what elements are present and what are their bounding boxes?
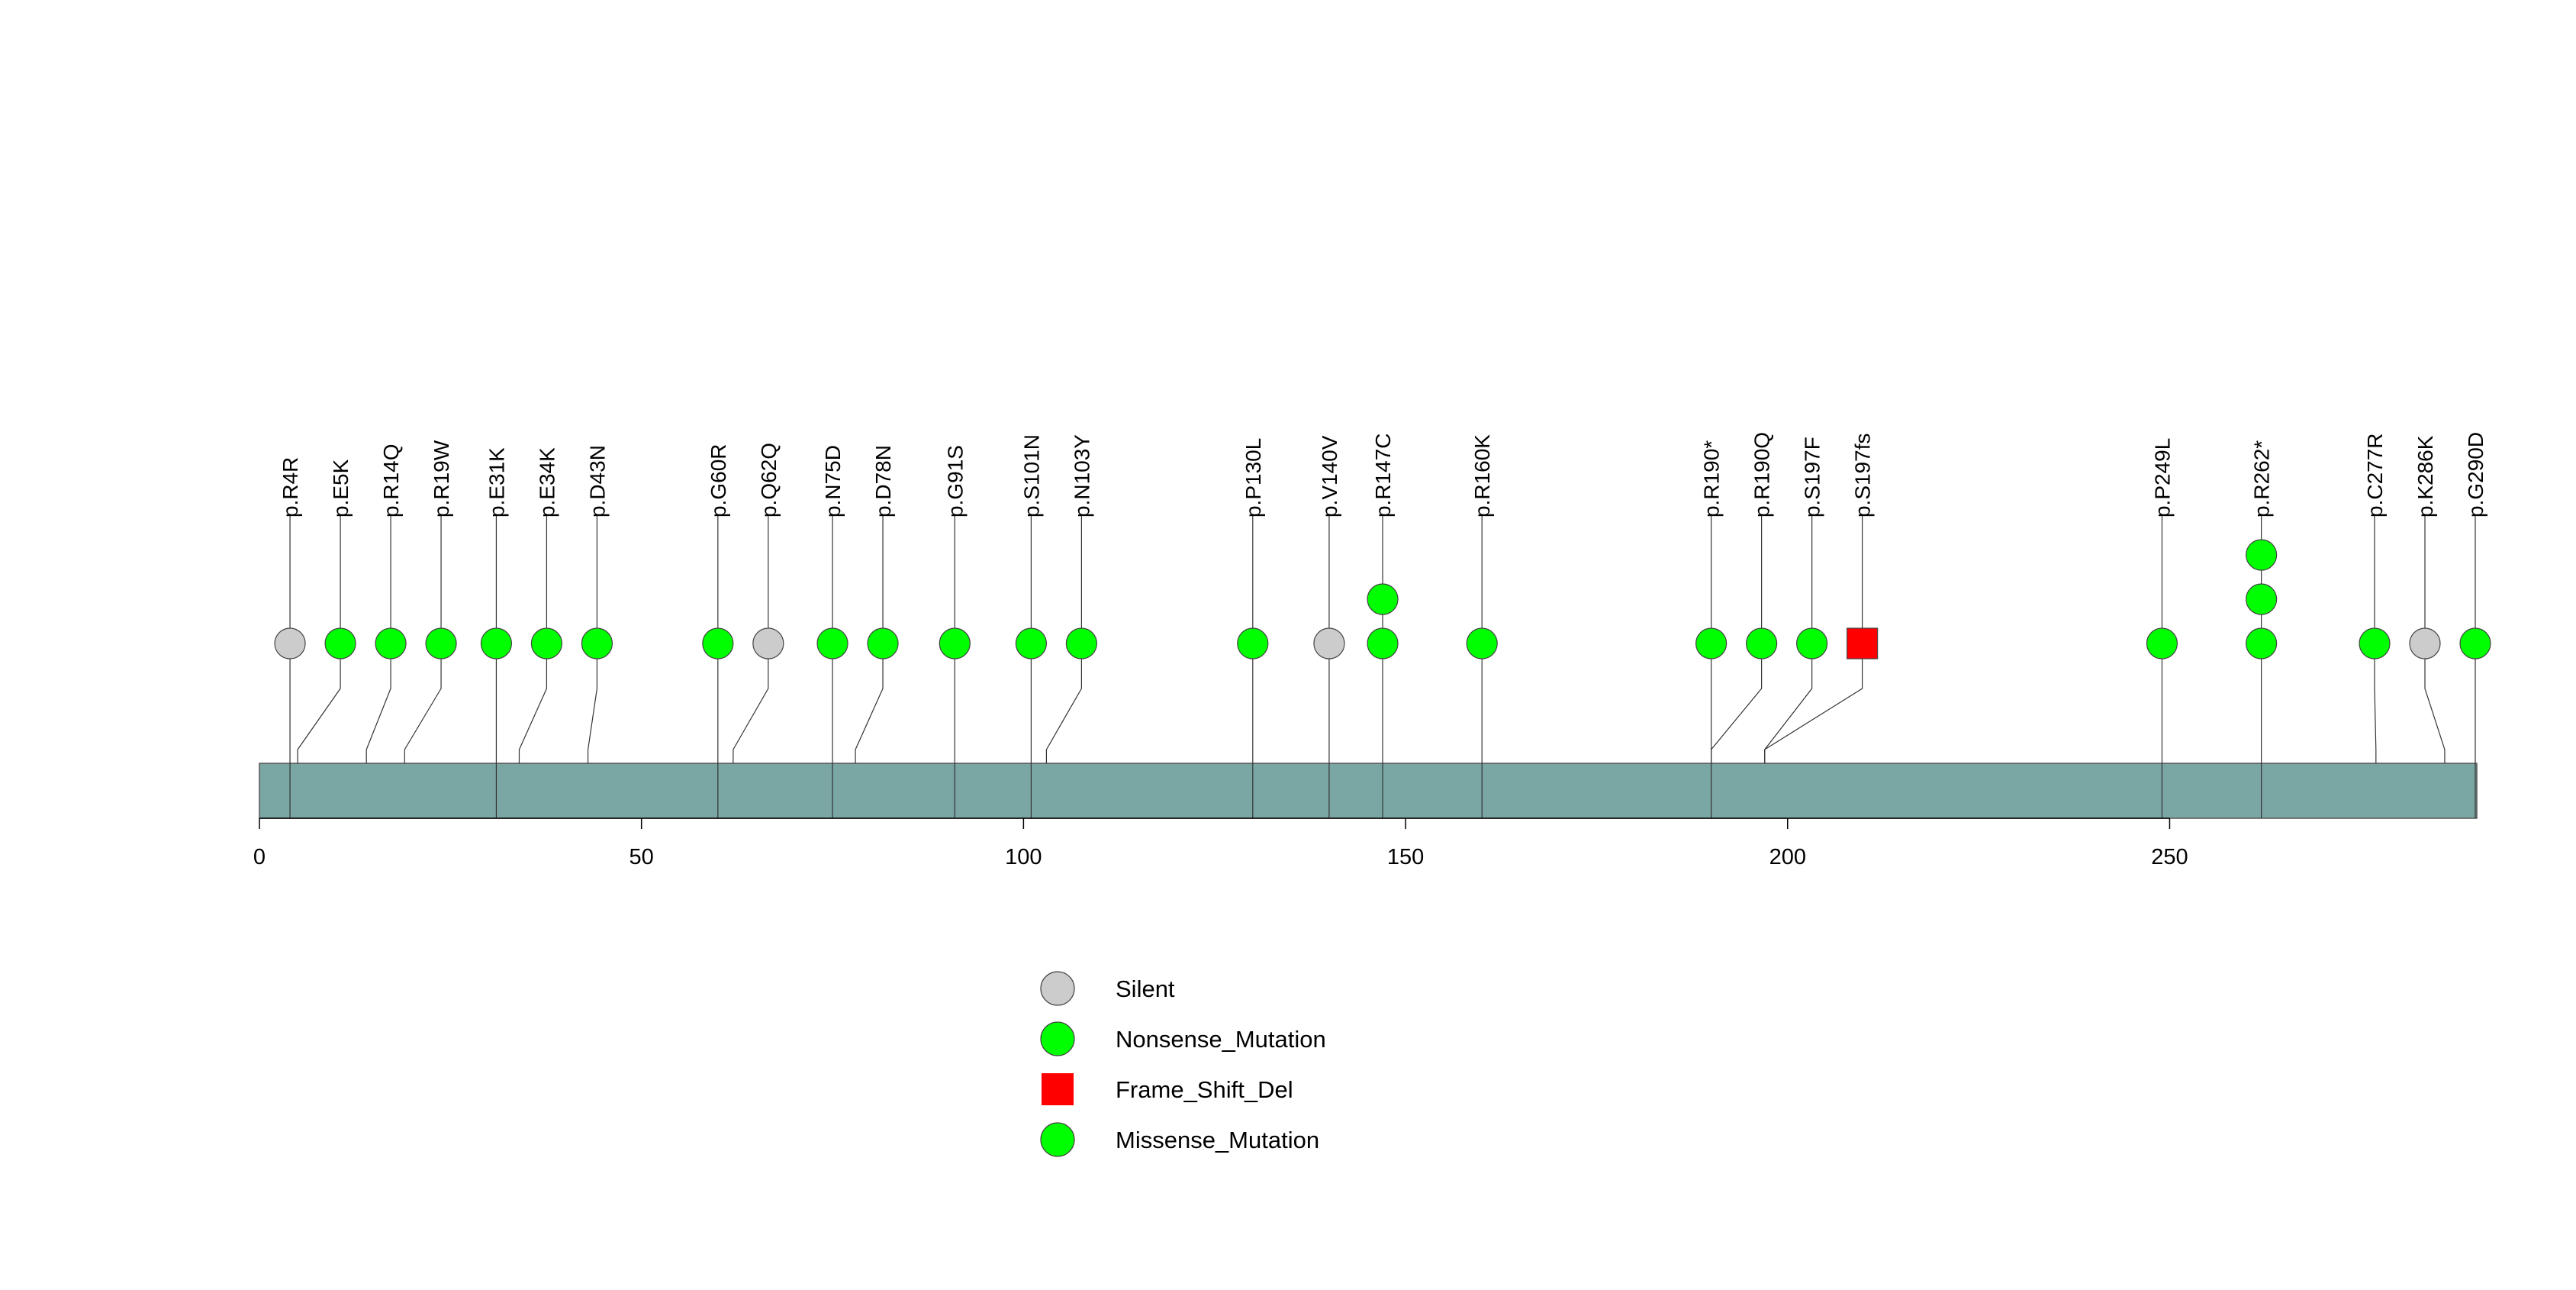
connector-line: [855, 643, 884, 763]
connector-line: [365, 643, 391, 763]
frameshift-marker: [1847, 627, 1879, 660]
legend-swatch-circle: [1040, 1122, 1075, 1157]
mutation-marker: [1065, 627, 1097, 660]
mutation-label: p.V140V: [1318, 435, 1341, 518]
connector-line: [2374, 643, 2377, 763]
mutation-marker: [1466, 627, 1498, 660]
legend-label: Frame_Shift_Del: [1116, 1076, 1293, 1103]
mutation-label: p.E5K: [329, 459, 353, 518]
connector-line: [404, 643, 442, 763]
silent-marker: [2409, 627, 2441, 660]
connector-line: [2424, 643, 2446, 763]
connector-line: [1764, 643, 1863, 763]
mutation-label: p.P130L: [1241, 438, 1265, 518]
mutation-label: p.D78N: [871, 445, 895, 518]
mutation-label: p.Q62Q: [757, 443, 781, 518]
protein-bar: [259, 763, 2478, 819]
mutation-marker: [581, 627, 613, 660]
silent-marker: [752, 627, 784, 660]
protein-domain-layer: [259, 763, 2478, 819]
mutation-label: p.R14Q: [379, 444, 403, 518]
legend-label: Nonsense_Mutation: [1116, 1026, 1326, 1053]
mutation-marker: [939, 627, 971, 660]
legend-swatch-circle: [1040, 1021, 1075, 1056]
x-tick-label: 100: [1005, 845, 1042, 869]
mutation-label: p.S197fs: [1851, 433, 1875, 518]
mutation-label: p.R19W: [430, 440, 453, 518]
mutation-label: p.R160K: [1470, 434, 1494, 518]
mutation-marker: [1237, 627, 1269, 660]
mutation-label: p.E31K: [485, 447, 508, 518]
mutation-label: p.S197F: [1801, 437, 1824, 518]
connector-line: [518, 643, 548, 763]
mutation-marker: [816, 627, 848, 660]
mutation-label: p.R4R: [279, 457, 302, 518]
mutation-marker: [2246, 539, 2278, 571]
mutation-marker: [2146, 627, 2178, 660]
mutation-label: p.G290D: [2464, 432, 2487, 518]
lollipop-stems-layer: [289, 515, 2476, 643]
mutation-label: p.R147C: [1371, 433, 1395, 518]
mutation-label: p.E34K: [535, 447, 559, 518]
legend-swatch-square: [1042, 1073, 1074, 1105]
silent-marker: [1313, 627, 1345, 660]
mutation-label: p.G91S: [943, 445, 967, 518]
mutation-marker: [324, 627, 356, 660]
mutation-label: p.R262*: [2250, 440, 2274, 518]
mutation-label: p.P249L: [2150, 438, 2174, 518]
x-tick-label: 0: [253, 845, 266, 869]
mutation-label: p.N103Y: [1070, 434, 1093, 518]
mutation-marker: [425, 627, 457, 660]
mutation-marker: [2459, 627, 2491, 660]
mutation-marker: [702, 627, 734, 660]
mutation-marker: [1367, 627, 1399, 660]
mutation-marker: [1695, 627, 1728, 660]
mutation-label: p.K286K: [2413, 435, 2437, 518]
mutation-label: p.R190*: [1700, 440, 1724, 518]
x-tick-label: 250: [2151, 845, 2188, 869]
mutation-marker: [375, 627, 407, 660]
mutation-marker: [480, 627, 513, 660]
connector-line: [297, 643, 341, 763]
mutation-marker: [2359, 627, 2391, 660]
connector-lines-layer: [289, 643, 2476, 818]
legend: Silent Nonsense_Mutation Frame_Shift_Del Mi…: [1040, 971, 1326, 1157]
legend-label: Missense_Mutation: [1116, 1127, 1319, 1153]
mutation-marker: [1746, 627, 1778, 660]
mutation-label: p.C277R: [2363, 433, 2387, 518]
mutation-marker: [2246, 627, 2278, 660]
x-tick-label: 200: [1769, 845, 1806, 869]
connector-line: [1711, 643, 1763, 763]
mutation-marker: [2246, 583, 2278, 615]
mutation-marker: [1367, 583, 1399, 615]
x-tick-label: 50: [630, 845, 654, 869]
mutation-label: p.N75D: [821, 445, 845, 518]
connector-line: [1045, 643, 1082, 763]
connector-line: [587, 643, 598, 763]
mutation-label: p.D43N: [585, 445, 609, 518]
mutation-labels-layer: p.R4R p.E5K p.R14Q p.R19W p.E31K p.E34K p.D43N…: [279, 432, 2487, 518]
legend-swatch-circle: [1040, 971, 1075, 1006]
mutation-marker: [1796, 627, 1828, 660]
mutation-label: p.R190Q: [1750, 432, 1774, 518]
mutation-label: p.G60R: [707, 443, 730, 518]
x-tick-label: 150: [1387, 845, 1424, 869]
x-axis: 0 50 100 150 200 250: [253, 818, 2188, 869]
mutation-marker: [867, 627, 899, 660]
silent-marker: [274, 627, 306, 660]
mutation-label: p.S101N: [1019, 434, 1043, 518]
lollipop-markers-layer: [274, 539, 2491, 660]
legend-label: Silent: [1116, 976, 1175, 1002]
connector-line: [733, 643, 769, 763]
mutation-marker: [1015, 627, 1047, 660]
mutation-marker: [530, 627, 563, 660]
